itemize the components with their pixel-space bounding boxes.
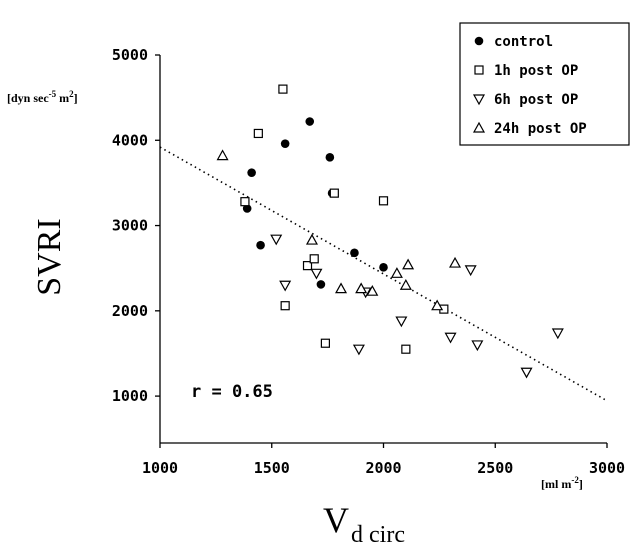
1h-post-op-point — [302, 261, 313, 271]
6h-post-op-point — [310, 268, 323, 280]
legend-label: 24h post OP — [494, 121, 587, 137]
control-point — [350, 248, 359, 258]
y-unit-text: [dyn sec — [7, 91, 49, 105]
1h-post-op-point — [401, 344, 411, 354]
6h-post-op-point — [270, 234, 283, 246]
1h-post-op-point — [280, 301, 290, 311]
24h-post-op-point — [355, 282, 368, 294]
x-tick-label: 3000 — [589, 459, 625, 477]
regression-line — [159, 146, 606, 401]
control-point — [316, 280, 326, 289]
legend-item: control — [474, 34, 553, 50]
control-point — [247, 168, 256, 177]
24h-post-op-point — [402, 258, 415, 270]
x-unit-sup: -2 — [571, 475, 579, 485]
data-points — [216, 84, 564, 379]
x-tick-label: 1000 — [142, 459, 178, 477]
control-point — [305, 117, 315, 126]
control-point — [256, 240, 265, 250]
24h-post-op-point — [390, 267, 403, 278]
24h-post-op-point — [431, 299, 444, 311]
y-tick-label: 3000 — [112, 217, 148, 235]
24h-post-op-point — [366, 284, 379, 296]
24h-post-op-point — [399, 279, 412, 290]
legend-label: control — [494, 34, 553, 50]
y-unit-text-2: m — [56, 91, 69, 105]
control-point — [379, 263, 388, 272]
6h-post-op-point — [395, 316, 408, 328]
x-unit-close: ] — [579, 477, 583, 491]
24h-post-op-point — [216, 149, 229, 161]
control-point — [325, 153, 335, 162]
y-axis-unit: [dyn sec-5 m2] — [7, 89, 78, 105]
series-1h-post-op — [240, 84, 449, 354]
series-6h-post-op — [270, 234, 564, 379]
y-tick-label: 2000 — [112, 302, 148, 320]
1h-post-op-point — [309, 254, 319, 264]
y-unit-sup: -5 — [49, 89, 57, 99]
y-tick-label: 4000 — [112, 131, 148, 149]
24h-post-op-point — [305, 233, 318, 245]
x-unit-text: [ml m — [541, 477, 571, 491]
x-axis-label: Vd circ — [323, 500, 405, 545]
control-point — [242, 204, 252, 213]
1h-post-op-point — [278, 84, 288, 94]
6h-post-op-point — [551, 328, 564, 340]
6h-post-op-point — [352, 344, 365, 356]
x-tick-label: 2500 — [477, 459, 513, 477]
triangle-up-icon — [472, 121, 486, 133]
control-point — [280, 139, 290, 148]
24h-post-op-point — [449, 256, 462, 268]
y-unit-close: ] — [74, 91, 78, 105]
6h-post-op-point — [471, 340, 484, 352]
x-tick-label: 1500 — [254, 459, 290, 477]
y-unit-sup-2: 2 — [69, 89, 74, 99]
triangle-down-icon — [472, 94, 486, 106]
6h-post-op-point — [444, 332, 457, 344]
legend-label: 1h post OP — [494, 63, 578, 79]
1h-post-op-point — [320, 338, 330, 348]
correlation-annotation: r = 0.65 — [191, 382, 273, 402]
legend: control 1h post OP 6h post OP 24h post OP — [459, 22, 630, 146]
ticks — [155, 54, 608, 448]
y-axis-label: SVRI — [31, 218, 68, 295]
legend-item: 1h post OP — [474, 63, 578, 79]
series-24h-post-op — [216, 149, 462, 311]
6h-post-op-point — [520, 367, 533, 379]
y-tick-label: 5000 — [112, 46, 148, 64]
1h-post-op-point — [240, 197, 250, 207]
1h-post-op-point — [378, 196, 389, 206]
legend-label: 6h post OP — [494, 92, 578, 108]
6h-post-op-point — [464, 265, 477, 277]
1h-post-op-point — [329, 188, 339, 198]
legend-box — [459, 22, 630, 146]
24h-post-op-point — [335, 282, 348, 294]
y-tick-label: 1000 — [112, 387, 148, 405]
tick-labels: 1000 1500 2000 2500 3000 1000 2000 3000 4000 5000 — [112, 46, 625, 477]
x-label-main: V — [323, 500, 349, 540]
x-axis-unit: [ml m-2] — [541, 475, 583, 491]
legend-item: 24h post OP — [472, 121, 587, 137]
open-square-icon — [474, 65, 484, 75]
filled-circle-icon — [474, 36, 484, 46]
6h-post-op-point — [279, 280, 292, 292]
x-tick-label: 2000 — [365, 459, 401, 477]
legend-item: 6h post OP — [472, 92, 578, 108]
x-label-sub: d circ — [351, 522, 405, 545]
1h-post-op-point — [253, 128, 263, 139]
